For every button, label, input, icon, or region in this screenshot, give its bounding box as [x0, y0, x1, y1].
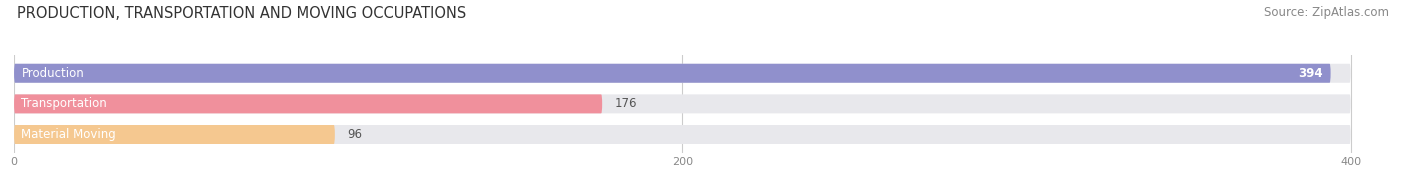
- Text: 176: 176: [614, 97, 637, 110]
- Text: Source: ZipAtlas.com: Source: ZipAtlas.com: [1264, 6, 1389, 19]
- FancyBboxPatch shape: [14, 64, 1330, 83]
- Text: Material Moving: Material Moving: [21, 128, 117, 141]
- Text: Production: Production: [21, 67, 84, 80]
- Text: Transportation: Transportation: [21, 97, 107, 110]
- FancyBboxPatch shape: [14, 94, 602, 113]
- Text: 394: 394: [1299, 67, 1323, 80]
- FancyBboxPatch shape: [14, 94, 1351, 113]
- Text: 96: 96: [347, 128, 363, 141]
- Text: PRODUCTION, TRANSPORTATION AND MOVING OCCUPATIONS: PRODUCTION, TRANSPORTATION AND MOVING OC…: [17, 6, 467, 21]
- FancyBboxPatch shape: [14, 64, 1351, 83]
- FancyBboxPatch shape: [14, 125, 1351, 144]
- FancyBboxPatch shape: [14, 125, 335, 144]
